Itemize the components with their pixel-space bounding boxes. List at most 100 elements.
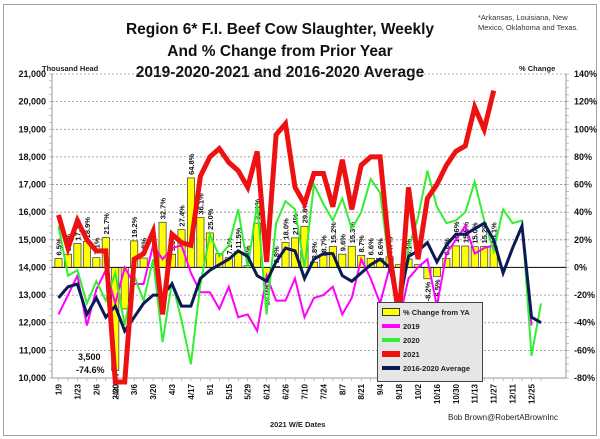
bar-data-label: 21.7% [102, 213, 111, 235]
bar-data-label: -10.0% [263, 284, 272, 308]
legend-label: 2021 [403, 349, 420, 359]
credit: Bob Brown@RobertABrownInc [448, 413, 558, 422]
y-tick-right: -20% [574, 290, 595, 300]
x-tick-label: 7/10 [300, 383, 309, 399]
x-tick-label: 3/20 [149, 383, 158, 399]
legend-swatch-avg [382, 366, 400, 370]
y-tick-left: 13,000 [18, 290, 46, 300]
bar-data-label: 15.6% [452, 221, 461, 243]
bar-data-label: 18.9% [83, 217, 92, 239]
series-line-2021 [56, 90, 497, 385]
x-tick-label: 2/6 [92, 383, 101, 395]
x-tick-label: 8/21 [357, 383, 366, 399]
annotation-pct: -74.6% [76, 365, 105, 375]
x-tick-label: 4/3 [168, 383, 177, 395]
bar-data-label: 15.1% [490, 222, 499, 244]
pct-change-bar [451, 245, 460, 268]
bar-data-label: 8.7% [319, 235, 328, 252]
x-tick-label: 4/17 [187, 383, 196, 399]
x-tick-label: 7/24 [319, 383, 328, 399]
series-line-2016-2020-average [57, 220, 542, 335]
bar-data-label: 18.0% [282, 218, 291, 240]
bar-data-label: 25.0% [206, 208, 215, 230]
x-tick-label: 12/25 [528, 383, 537, 404]
y-tick-right: 0% [574, 262, 587, 272]
y-tick-left: 10,000 [18, 373, 46, 383]
bar-data-label: 27.4% [177, 205, 186, 227]
bar-data-label: 15.2% [329, 222, 338, 244]
x-tick-label: 8/7 [338, 383, 347, 395]
x-tick-label: 5/29 [244, 383, 253, 399]
chart-title-line-1: Region 6* F.I. Beef Cow Slaughter, Weekl… [125, 21, 435, 38]
bar-data-label: 6.6% [367, 238, 376, 255]
legend-label: 2020 [403, 335, 420, 345]
x-tick-label: 11/13 [471, 383, 480, 403]
bar-data-label: -6.5% [433, 279, 442, 299]
y-axis-right-label: % Change [519, 64, 556, 73]
y-tick-right: 40% [574, 207, 592, 217]
y-tick-left: 21,000 [18, 69, 46, 79]
legend-label: 2016-2020 Average [403, 363, 470, 373]
bar-data-label: 64.8% [187, 153, 196, 175]
pct-change-bar [73, 243, 82, 268]
bar-data-label: 0.8% [272, 246, 281, 263]
y-tick-left: 12,000 [18, 318, 46, 328]
x-tick-label: 9/4 [376, 383, 385, 395]
x-tick-label: 1/23 [73, 383, 82, 399]
bar-data-label: 1.3% [244, 245, 253, 262]
footnote: *Arkansas, Louisiana, New Mexico, Oklaho… [478, 13, 588, 33]
pct-change-bar [432, 267, 441, 277]
pct-change-bar [139, 257, 148, 268]
x-tick-label: 10/2 [414, 383, 423, 399]
pct-change-bar [347, 245, 356, 268]
bar-data-label: 9.6% [338, 234, 347, 251]
series-line-2020 [57, 170, 542, 365]
footnote-line-1: *Arkansas, Louisiana, New [478, 13, 568, 22]
x-tick-label: 12/11 [509, 383, 518, 403]
legend-swatch-2019 [382, 324, 400, 328]
pct-change-bar [54, 258, 63, 268]
pct-change-bar [281, 242, 290, 268]
bar-data-label: 17.3% [73, 219, 82, 241]
x-tick-label: 11/27 [490, 383, 499, 403]
bar-data-label: 32.7% [159, 198, 168, 220]
y-tick-left: 18,000 [18, 152, 46, 162]
y-tick-left: 17,000 [18, 180, 46, 190]
bar-data-label: 6.6% [376, 238, 385, 255]
annotation-value: 3,500 [78, 352, 101, 362]
bar-data-label: 36.1% [196, 193, 205, 215]
bar-data-label: 8.7% [357, 235, 366, 252]
bar-data-label: -8.2% [423, 281, 432, 301]
y-tick-left: 16,000 [18, 207, 46, 217]
legend-label: % Change from YA [403, 307, 470, 317]
legend-item-2020: 2020 [382, 334, 420, 346]
bar-data-label: 29.8% [300, 202, 309, 224]
y-tick-right: 120% [574, 97, 597, 107]
bar-data-label: 11.5% [234, 227, 243, 248]
legend-item-bars: % Change from YA [382, 306, 470, 318]
y-tick-right: 80% [574, 152, 592, 162]
chart-title-line-2: And % Change from Prior Year [167, 43, 393, 60]
legend-swatch-2021 [382, 351, 400, 357]
y-tick-right: 100% [574, 124, 597, 134]
x-axis-label: 2021 W/E Dates [270, 420, 326, 429]
x-tick-label: 3/6 [130, 383, 139, 395]
y-tick-right: -80% [574, 373, 595, 383]
y-tick-left: 15,000 [18, 235, 46, 245]
pct-change-bar [92, 257, 101, 268]
legend-swatch-bars [382, 308, 400, 316]
y-tick-left: 11,000 [19, 345, 46, 355]
y-tick-left: 20,000 [18, 97, 46, 107]
legend-item-2019: 2019 [382, 320, 420, 332]
chart-title-line-3: 2019-2020-2021 and 2016-2020 Average [135, 64, 425, 81]
chart-frame [3, 4, 597, 436]
bar-data-label: 21.4% [291, 213, 300, 235]
x-tick-label: 6/12 [263, 383, 272, 399]
bar-data-label: 15.0% [471, 222, 480, 244]
footnote-line-2: Mexico, Oklahoma and Texas. [478, 23, 579, 32]
bar-data-label: 15.2% [480, 222, 489, 244]
pct-change-bar [319, 255, 328, 268]
y-tick-left: 19,000 [18, 124, 46, 134]
bar-data-label: -74.6% [111, 373, 120, 397]
pct-change-bar [461, 245, 470, 268]
